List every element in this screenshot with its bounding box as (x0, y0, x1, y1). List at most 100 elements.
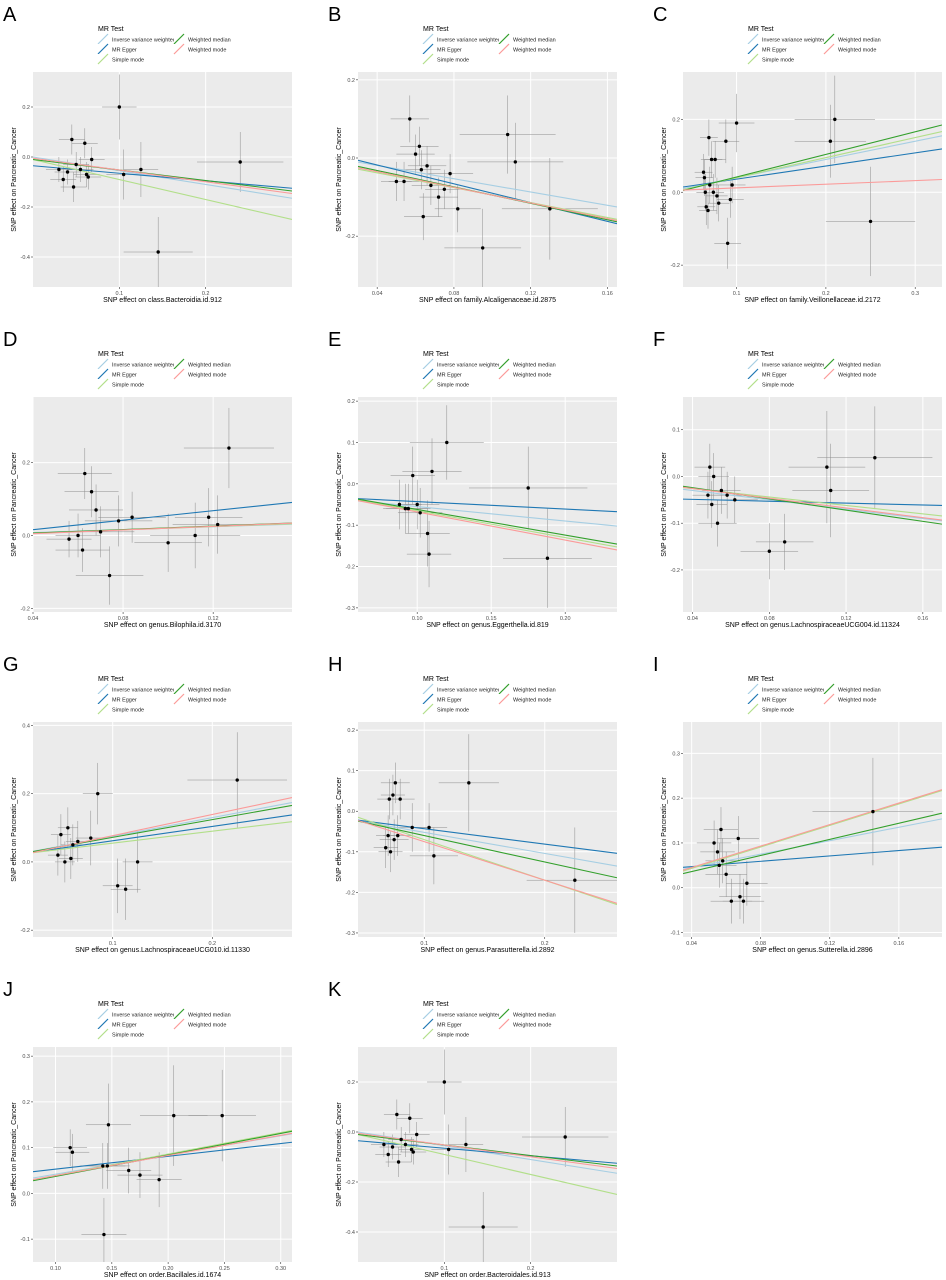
legend-label: MR Egger (437, 373, 462, 379)
legend-swatch (747, 358, 759, 370)
legend-label: Simple mode (437, 708, 469, 714)
snp-point (706, 493, 710, 497)
legend-swatch (498, 33, 510, 45)
legend-swatch (823, 33, 835, 45)
snp-point (399, 1137, 403, 1142)
snp-point (411, 473, 415, 478)
snp-point (386, 1152, 390, 1157)
legend-label: Simple mode (762, 58, 794, 64)
legend-swatch (823, 43, 835, 55)
snp-point (398, 797, 402, 801)
snp-point (421, 214, 425, 219)
snp-point (215, 522, 220, 527)
snp-point (117, 105, 122, 109)
mr-line-inverse-variance-weighted (358, 500, 617, 527)
legend-label: MR Egger (762, 48, 787, 54)
y-tick-label: 0.0 (347, 1130, 355, 1136)
legend-swatch (823, 683, 835, 695)
legend-label: Weighted median (188, 38, 231, 44)
snp-point (446, 1147, 451, 1152)
snp-point (526, 486, 530, 490)
legend-label: Weighted mode (188, 1023, 226, 1029)
snp-point (415, 1132, 419, 1137)
legend-label: Inverse variance weighted (112, 363, 176, 369)
legend-label: Inverse variance weighted (112, 1013, 176, 1019)
snp-point (116, 519, 121, 523)
mr-line-weighted-mode (358, 819, 617, 904)
y-tick-label: -0.2 (346, 890, 355, 896)
legend-swatch (97, 703, 109, 715)
snp-point (573, 878, 577, 882)
mr-line-weighted-mode (358, 500, 617, 551)
snp-point (70, 137, 74, 142)
snp-point (833, 117, 837, 122)
legend-label: MR Egger (112, 373, 137, 379)
snp-point (56, 853, 60, 857)
y-tick-label: 0.1 (22, 1146, 30, 1152)
plot-background (33, 1047, 292, 1262)
plot-content (33, 74, 292, 287)
y-tick-label: -0.2 (21, 928, 30, 934)
x-tick-label: 0.08 (118, 616, 129, 622)
y-tick-label: 0.0 (22, 155, 30, 161)
legend-swatch (97, 693, 109, 705)
snp-point (715, 521, 720, 525)
snp-point (66, 826, 70, 830)
snp-point (741, 899, 746, 903)
x-tick-label: 0.30 (275, 1266, 286, 1272)
plot-content (683, 75, 942, 277)
panel-letter: C (653, 4, 667, 26)
x-tick-label: 0.08 (764, 616, 775, 622)
y-tick-label: 0.0 (672, 886, 680, 892)
snp-point (728, 197, 733, 202)
mr-line-mr-egger (33, 501, 292, 531)
snp-point (704, 205, 708, 209)
legend-swatch (422, 378, 434, 390)
legend: MR Test Inverse variance weighted MR Egger… (97, 676, 231, 715)
mr-line-weighted-mode (33, 522, 292, 535)
y-tick-label: 0.2 (672, 117, 680, 123)
snp-point (65, 170, 70, 174)
x-tick-label: 0.12 (525, 291, 536, 297)
snp-point (397, 502, 402, 507)
snp-point (734, 121, 739, 125)
legend-swatch (823, 693, 835, 705)
snp-point (427, 825, 431, 830)
y-tick-label: 0.1 (347, 440, 355, 446)
snp-point (721, 859, 725, 863)
legend-label: Simple mode (762, 383, 794, 389)
snp-point (406, 506, 411, 511)
snp-point (61, 177, 65, 182)
snp-point (105, 1164, 110, 1168)
snp-point (782, 540, 787, 544)
snp-point (738, 894, 742, 899)
legend-swatch (422, 43, 434, 55)
snp-point (717, 863, 721, 868)
snp-point (115, 884, 120, 888)
legend-label: Weighted median (188, 1013, 231, 1019)
y-axis-label: SNP effect on Pancreatic_Cancer (336, 777, 343, 882)
legend-swatch (97, 683, 109, 695)
legend-swatch (173, 33, 185, 45)
snp-point (121, 172, 126, 177)
legend-label: MR Egger (437, 698, 462, 704)
legend-swatch (498, 358, 510, 370)
snp-point (388, 850, 393, 854)
snp-point (402, 179, 406, 184)
legend-label: Weighted mode (513, 48, 551, 54)
y-tick-label: -0.1 (671, 521, 680, 527)
y-tick-label: 0.2 (347, 728, 355, 734)
snp-point (107, 573, 112, 578)
y-axis-label: SNP effect on Pancreatic_Cancer (11, 777, 18, 882)
y-tick-label: -0.3 (346, 931, 355, 937)
legend-label: MR Egger (112, 48, 137, 54)
y-tick-label: 0.0 (672, 190, 680, 196)
y-tick-label: -0.1 (21, 1237, 30, 1243)
snp-point (172, 1113, 176, 1118)
snp-point (417, 144, 422, 148)
legend-label: Simple mode (112, 58, 144, 64)
snp-point (206, 515, 211, 519)
panel-g: G MR Test Inverse variance weighted MR Egge… (3, 654, 292, 954)
x-axis-label: SNP effect on family.Veillonellaceae.id.… (744, 297, 880, 304)
y-tick-label: 0.0 (22, 860, 30, 866)
